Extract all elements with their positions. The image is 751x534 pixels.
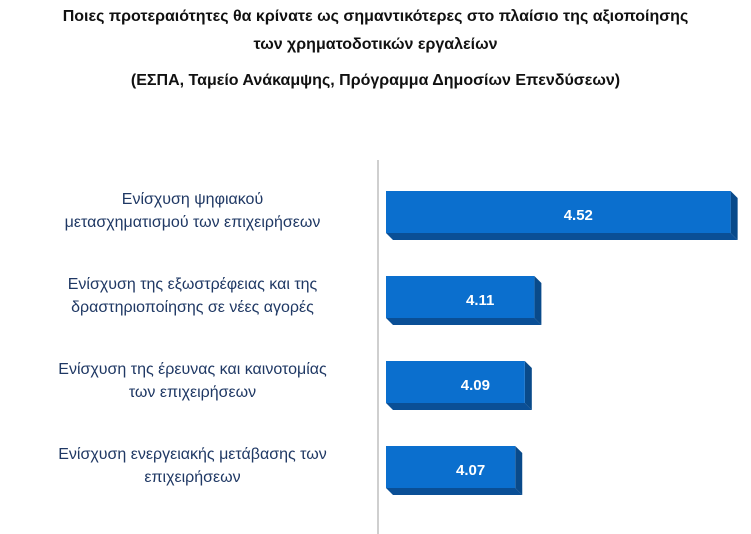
value-label: 4.52 [564, 207, 593, 224]
bar [386, 361, 525, 403]
bar [386, 191, 731, 233]
chart-title: Ποιες προτεραιότητες θα κρίνατε ως σημαν… [62, 8, 689, 25]
category-label: Ενίσχυση της εξωστρέφειας και της δραστη… [67, 276, 318, 316]
value-label: 4.09 [461, 377, 490, 394]
bar-side [524, 361, 532, 410]
category-label: Ενίσχυση της έρευνας και καινοτομίας των… [58, 361, 327, 401]
category-label: Ενίσχυση ενεργειακής μετάβασης των επιχε… [58, 446, 327, 486]
bar-side [730, 191, 738, 240]
bar-side [386, 318, 542, 325]
value-label: 4.07 [456, 462, 485, 479]
bar-side [386, 488, 523, 495]
bar-side [515, 446, 523, 495]
bar-side [534, 276, 542, 325]
category-label: Ενίσχυση ψηφιακού μετασχηματισμού των επ… [64, 191, 321, 231]
bar-side [386, 233, 738, 240]
bar-side [386, 403, 532, 410]
chart-title: (ΕΣΠΑ, Ταμείο Ανάκαμψης, Πρόγραμμα Δημοσ… [130, 72, 621, 89]
bar [386, 446, 516, 488]
bar [386, 276, 535, 318]
chart-title: των χρηματοδοτικών εργαλείων [253, 36, 498, 53]
value-label: 4.11 [466, 292, 494, 309]
